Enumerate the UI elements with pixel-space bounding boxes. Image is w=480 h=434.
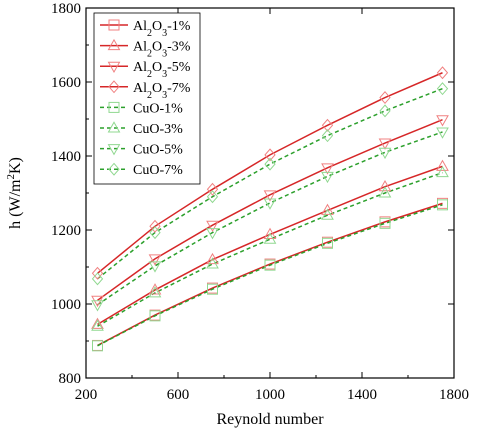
- legend: Al2O3-1%Al2O3-3%Al2O3-5%Al2O3-7%CuO-1% Cu…: [93, 12, 201, 185]
- y-axis-title: h (W/m2K): [5, 157, 24, 229]
- legend-marker-3: [108, 80, 120, 94]
- series-6-point: [206, 228, 219, 240]
- series-2-point: [436, 115, 449, 127]
- legend-label-2: Al2O3-5%: [133, 60, 191, 80]
- legend-marker-6: [107, 144, 121, 156]
- series-line-5: [97, 171, 443, 327]
- series-6-point: [263, 198, 277, 210]
- legend-label-0: Al2O3-1%: [133, 19, 191, 39]
- legend-label-5: CuO-3%: [133, 122, 183, 137]
- series-4-point: [92, 340, 103, 352]
- series-7-point: [91, 272, 104, 286]
- series-6-point: [91, 300, 104, 312]
- legend-marker-1: [107, 38, 121, 51]
- series-7-point: [149, 226, 161, 240]
- series-5-point: [436, 165, 449, 178]
- x-tick-label: 1000: [255, 387, 285, 403]
- series-3-point: [379, 91, 391, 105]
- y-tick-label: 1000: [51, 297, 81, 313]
- legend-marker-0: [108, 19, 120, 31]
- series-3-point: [206, 182, 219, 196]
- legend-label-6: CuO-5%: [133, 143, 183, 158]
- series-line-4: [97, 204, 443, 347]
- y-tick-label: 800: [59, 371, 82, 387]
- x-tick-label: 1400: [347, 387, 377, 403]
- legend-box: [93, 12, 201, 185]
- series-3-point: [91, 266, 104, 280]
- series-1-point: [91, 317, 104, 329]
- legend-marker-2: [107, 61, 121, 73]
- series-1-point: [321, 203, 334, 215]
- series-7-point: [206, 190, 219, 204]
- series-1-point: [263, 227, 277, 239]
- series-markers: [91, 66, 449, 352]
- series-7-point: [379, 104, 391, 118]
- legend-label-3: Al2O3-7%: [133, 81, 191, 101]
- legend-label-4: CuO-1%: [133, 101, 183, 116]
- series-line-0: [97, 202, 443, 347]
- series-6-point: [321, 171, 334, 184]
- series-5-point: [378, 186, 392, 198]
- series-1-point: [148, 283, 162, 295]
- series-2-point: [263, 190, 277, 202]
- series-4-point: [437, 199, 448, 211]
- series-1-point: [436, 159, 449, 171]
- series-7-point: [436, 82, 449, 96]
- series-4-point: [207, 283, 218, 295]
- series-5-point: [321, 208, 334, 220]
- series-6-point: [436, 127, 449, 139]
- x-tick-label: 600: [167, 387, 190, 403]
- series-7-point: [321, 129, 334, 143]
- series-2-point: [321, 163, 334, 175]
- legend-label-7: CuO-7%: [133, 163, 183, 178]
- series-2-point: [206, 220, 219, 232]
- series-6-point: [378, 147, 392, 160]
- series-2-point: [148, 254, 162, 266]
- series-3-point: [149, 219, 161, 233]
- axis-ticks: 200 600 1000 1400 1800 800 1000 1200 1400 1600 180…: [51, 1, 469, 403]
- legend-label-1: Al2O3-3%: [133, 40, 191, 60]
- series-4-point: [264, 259, 276, 271]
- series-5-point: [206, 257, 219, 269]
- series-1-point: [378, 179, 392, 192]
- series-5-point: [91, 319, 104, 331]
- legend-marker-5: [107, 121, 121, 133]
- series-5-point: [263, 232, 277, 244]
- x-tick-label: 1800: [439, 387, 469, 403]
- series-1-point: [206, 252, 219, 265]
- series-5-point: [148, 286, 162, 298]
- series-3-point: [436, 66, 449, 80]
- series-4-point: [149, 310, 161, 322]
- legend-marker-4: [108, 101, 120, 113]
- series-line-2: [97, 119, 443, 301]
- x-tick-label: 200: [75, 387, 98, 403]
- legend-marker-7: [108, 162, 120, 176]
- y-tick-label: 1600: [51, 75, 81, 91]
- y-tick-label: 1800: [51, 1, 81, 17]
- series-2-point: [378, 138, 392, 150]
- series-4-point: [379, 217, 391, 229]
- x-axis-title: Reynold number: [216, 411, 324, 428]
- series-3-point: [264, 148, 276, 162]
- y-tick-label: 1400: [51, 149, 81, 165]
- series-7-point: [264, 157, 276, 171]
- y-tick-label: 1200: [51, 223, 81, 239]
- series-3-point: [321, 118, 334, 132]
- series-6-point: [148, 261, 162, 273]
- series-4-point: [322, 237, 333, 249]
- series-line-1: [97, 165, 443, 325]
